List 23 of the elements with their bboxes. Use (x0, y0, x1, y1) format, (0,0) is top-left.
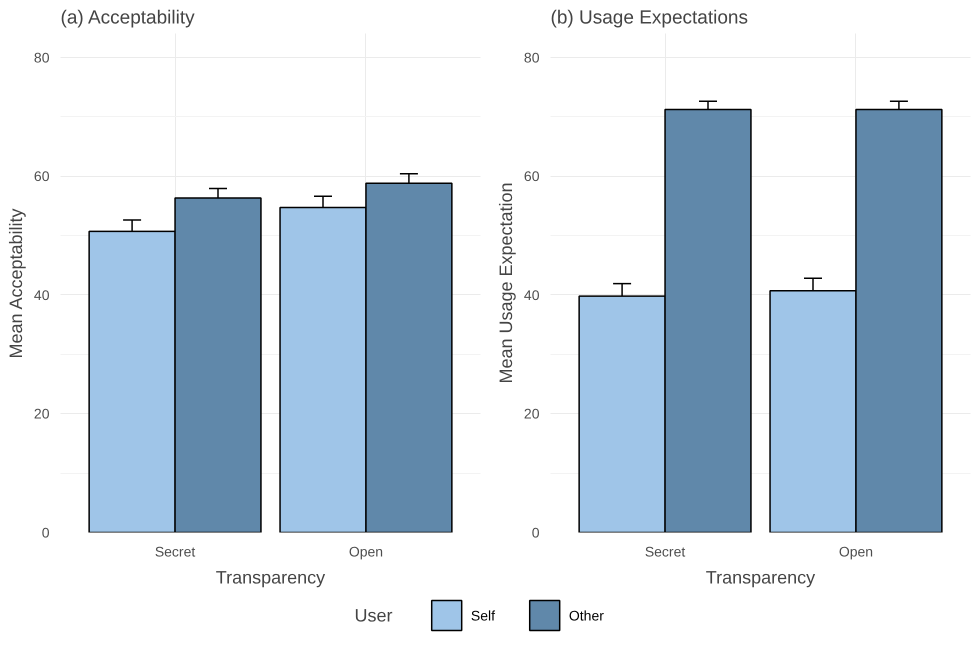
y-tick-label: 80 (524, 49, 540, 66)
y-axis-title: Mean Usage Expectation (496, 182, 516, 384)
y-tick-label: 60 (524, 168, 540, 184)
y-tick-label: 0 (532, 524, 540, 540)
y-tick-label: 0 (42, 524, 50, 540)
x-tick-label: Open (838, 544, 874, 560)
x-tick-label: Secret (154, 544, 196, 560)
y-axis-title: Mean Acceptability (6, 208, 26, 359)
legend-title: User (354, 606, 393, 626)
legend-label: Other (568, 608, 604, 624)
y-tick-label: 60 (34, 168, 50, 184)
y-tick-label: 20 (524, 406, 540, 422)
chart-title: (a) Acceptability (60, 8, 196, 28)
legend-label: Self (470, 608, 496, 624)
x-tick-label: Secret (644, 544, 686, 560)
y-tick-label: 40 (34, 286, 50, 303)
x-tick-label: Open (348, 544, 384, 560)
y-tick-label: 20 (34, 406, 50, 422)
y-tick-label: 40 (524, 286, 540, 303)
x-axis-title: Transparency (706, 568, 816, 588)
chart-title: (b) Usage Expectations (550, 8, 748, 28)
y-tick-label: 80 (34, 49, 50, 66)
x-axis-title: Transparency (216, 568, 326, 588)
